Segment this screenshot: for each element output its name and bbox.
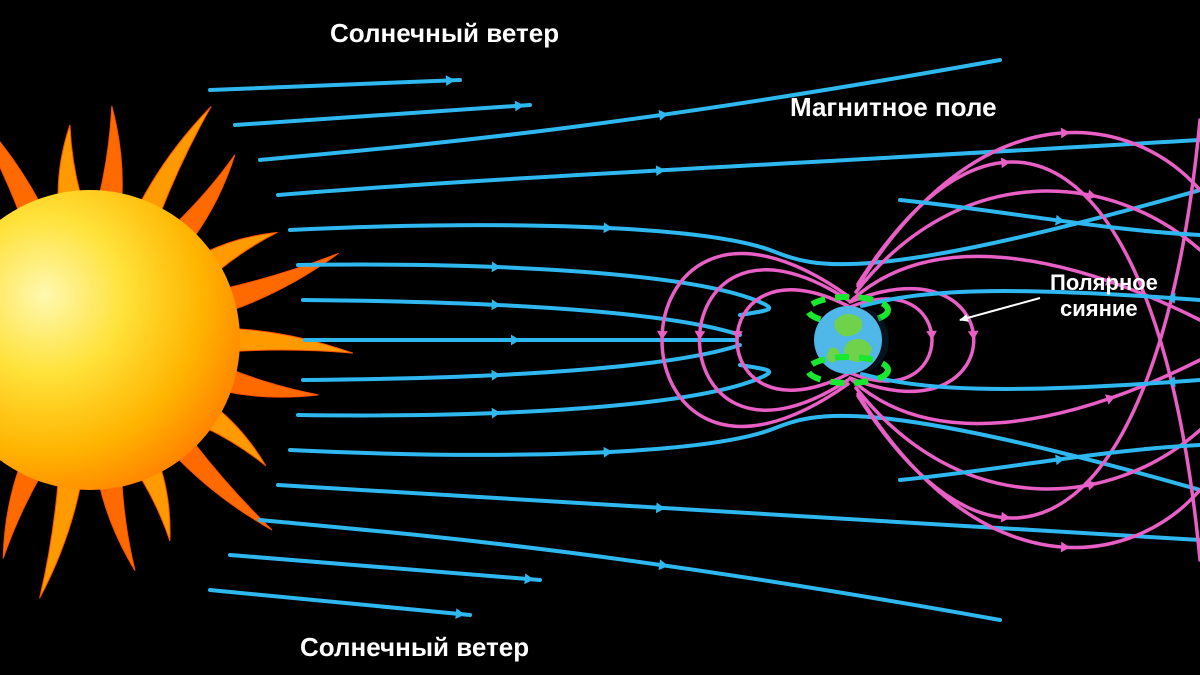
label-aurora-line2: сияние (1060, 296, 1138, 322)
label-solar-wind-top: Солнечный ветер (330, 18, 559, 49)
label-aurora-line1: Полярное (1050, 270, 1158, 296)
label-magnetic-field: Магнитное поле (790, 92, 997, 123)
label-solar-wind-bottom: Солнечный ветер (300, 632, 529, 663)
diagram-stage: Солнечный ветер Солнечный ветер Магнитно… (0, 0, 1200, 675)
scene-svg (0, 0, 1200, 675)
